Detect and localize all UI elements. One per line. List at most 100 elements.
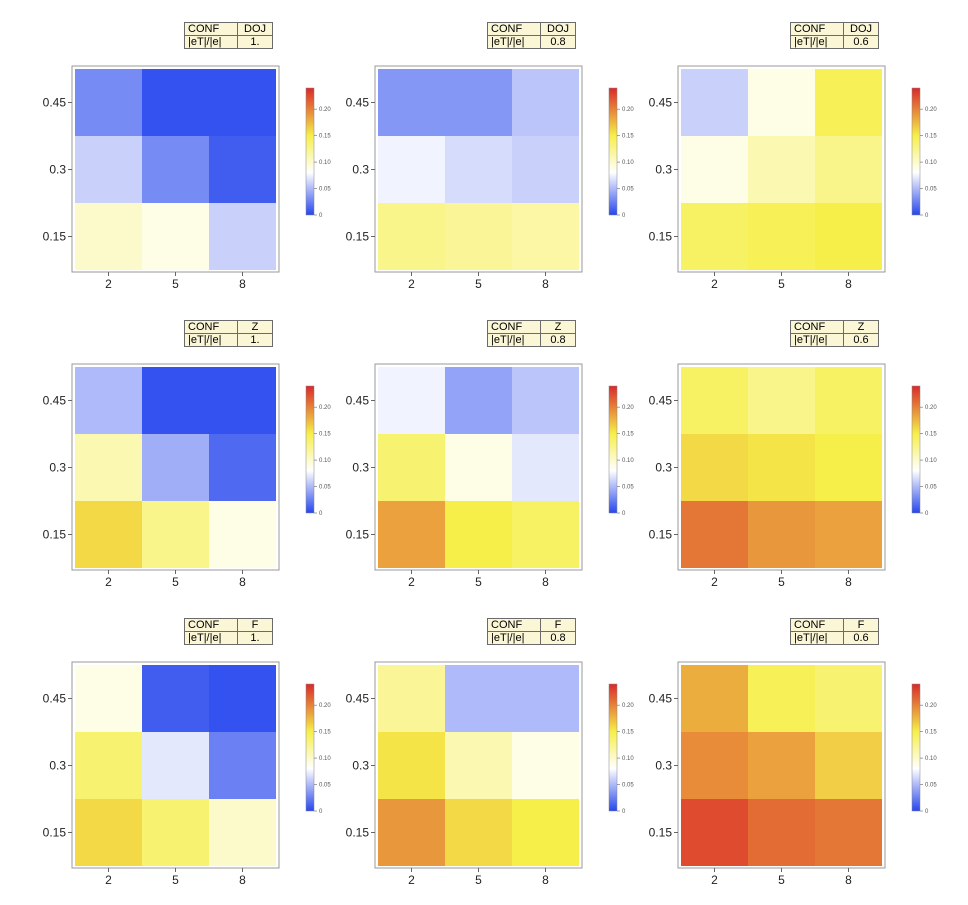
- ratio-value: 0.6: [843, 333, 879, 347]
- config-legend: CONF DOJ |eT|/|e| 0.6: [790, 22, 879, 49]
- ratio-label: |eT|/|e|: [790, 631, 844, 645]
- y-tick-label: 0.15: [346, 230, 370, 244]
- heatmap-cell: [209, 69, 276, 136]
- heatmap-cell: [378, 501, 445, 568]
- heatmap-cell: [681, 69, 748, 136]
- colorbar-tick-label: 0.20: [622, 405, 634, 411]
- y-tick-label: 0.3: [49, 759, 66, 773]
- heatmap-cell: [815, 799, 882, 866]
- colorbar-tick-label: 0.20: [319, 107, 331, 113]
- heatmap-cell: [445, 136, 512, 203]
- heatmap-cell: [445, 434, 512, 501]
- config-value: DOJ: [237, 22, 273, 36]
- heatmap-cell: [445, 69, 512, 136]
- colorbar-tick-label: 0: [622, 213, 626, 219]
- heatmap-cell: [142, 665, 209, 732]
- y-tick-label: 0.3: [352, 759, 369, 773]
- config-value: DOJ: [843, 22, 879, 36]
- heatmap-panel: 2 5 8 0.15 0.3 0.45 0 0.05 0.10 0.15 0.20: [649, 65, 937, 291]
- colorbar: [608, 385, 618, 514]
- x-tick-label: 5: [778, 575, 785, 589]
- heatmap-cell: [512, 69, 579, 136]
- heatmap-panel: 2 5 8 0.15 0.3 0.45 0 0.05 0.10 0.15 0.20: [43, 363, 331, 589]
- y-tick-label: 0.15: [649, 528, 673, 542]
- colorbar-tick-label: 0.10: [622, 160, 634, 166]
- heatmap-cell: [815, 665, 882, 732]
- config-legend: CONF F |eT|/|e| 0.6: [790, 618, 879, 645]
- ratio-label: |eT|/|e|: [790, 35, 844, 49]
- ratio-label: |eT|/|e|: [487, 35, 541, 49]
- ratio-value: 1.: [237, 631, 273, 645]
- ratio-label: |eT|/|e|: [790, 333, 844, 347]
- heatmap-cell: [209, 732, 276, 799]
- colorbar-tick-label: 0.05: [319, 783, 331, 789]
- y-tick-label: 0.45: [649, 692, 673, 706]
- config-value: DOJ: [540, 22, 576, 36]
- ratio-label: |eT|/|e|: [184, 631, 238, 645]
- heatmap-panel: 2 5 8 0.15 0.3 0.45 0 0.05 0.10 0.15 0.20: [346, 661, 634, 887]
- colorbar-tick-label: 0.05: [319, 187, 331, 193]
- heatmap-cell: [75, 501, 142, 568]
- colorbar-tick-label: 0.05: [622, 187, 634, 193]
- ratio-value: 1.: [237, 333, 273, 347]
- heatmap-cell: [512, 367, 579, 434]
- heatmap-cell: [681, 501, 748, 568]
- heatmap-cell: [142, 434, 209, 501]
- conf-label: CONF: [487, 22, 541, 36]
- colorbar-tick-label: 0.20: [319, 405, 331, 411]
- colorbar-tick-label: 0.10: [319, 160, 331, 166]
- heatmap-cell: [142, 367, 209, 434]
- x-tick-label: 2: [408, 277, 415, 291]
- heatmap-panel: 2 5 8 0.15 0.3 0.45 0 0.05 0.10 0.15 0.20: [649, 661, 937, 887]
- y-tick-label: 0.45: [43, 692, 67, 706]
- colorbar-tick-label: 0: [925, 809, 929, 815]
- heatmap-cell: [748, 136, 815, 203]
- colorbar-tick-label: 0: [925, 511, 929, 517]
- ratio-value: 1.: [237, 35, 273, 49]
- x-tick-label: 5: [475, 575, 482, 589]
- colorbar-tick-label: 0.05: [925, 783, 937, 789]
- y-tick-label: 0.15: [43, 230, 67, 244]
- heatmap-cell: [378, 732, 445, 799]
- colorbar: [911, 683, 921, 812]
- y-tick-label: 0.45: [346, 692, 370, 706]
- heatmap-cell: [378, 136, 445, 203]
- heatmap-cell: [748, 69, 815, 136]
- ratio-value: 0.8: [540, 631, 576, 645]
- colorbar-tick-label: 0.15: [622, 134, 634, 140]
- colorbar-tick-label: 0.15: [622, 730, 634, 736]
- x-tick-label: 5: [172, 873, 179, 887]
- ratio-value: 0.6: [843, 631, 879, 645]
- y-tick-label: 0.15: [346, 528, 370, 542]
- config-value: Z: [843, 320, 879, 334]
- heatmap-cell: [75, 203, 142, 270]
- y-tick-label: 0.45: [649, 96, 673, 110]
- heatmap-cell: [815, 69, 882, 136]
- y-tick-label: 0.45: [43, 96, 67, 110]
- config-legend: CONF F |eT|/|e| 0.8: [487, 618, 576, 645]
- config-value: F: [540, 618, 576, 632]
- x-tick-label: 5: [778, 277, 785, 291]
- heatmap-panel: 2 5 8 0.15 0.3 0.45 0 0.05 0.10 0.15 0.20: [649, 363, 937, 589]
- heatmap-cell: [75, 799, 142, 866]
- config-legend: CONF Z |eT|/|e| 1.: [184, 320, 273, 347]
- colorbar: [608, 683, 618, 812]
- x-tick-label: 2: [711, 277, 718, 291]
- heatmap-cell: [815, 203, 882, 270]
- conf-label: CONF: [790, 618, 844, 632]
- heatmap-cell: [815, 732, 882, 799]
- heatmap-cell: [378, 367, 445, 434]
- heatmap-cell: [748, 434, 815, 501]
- heatmap-panel: 2 5 8 0.15 0.3 0.45 0 0.05 0.10 0.15 0.20: [346, 65, 634, 291]
- heatmap-cell: [75, 665, 142, 732]
- config-value: Z: [237, 320, 273, 334]
- x-tick-label: 8: [542, 277, 549, 291]
- heatmap-cell: [512, 203, 579, 270]
- y-tick-label: 0.15: [43, 826, 67, 840]
- conf-label: CONF: [487, 618, 541, 632]
- heatmap-cell: [815, 501, 882, 568]
- config-legend: CONF F |eT|/|e| 1.: [184, 618, 273, 645]
- heatmap-cell: [748, 367, 815, 434]
- colorbar-tick-label: 0.10: [925, 756, 937, 762]
- y-tick-label: 0.45: [346, 394, 370, 408]
